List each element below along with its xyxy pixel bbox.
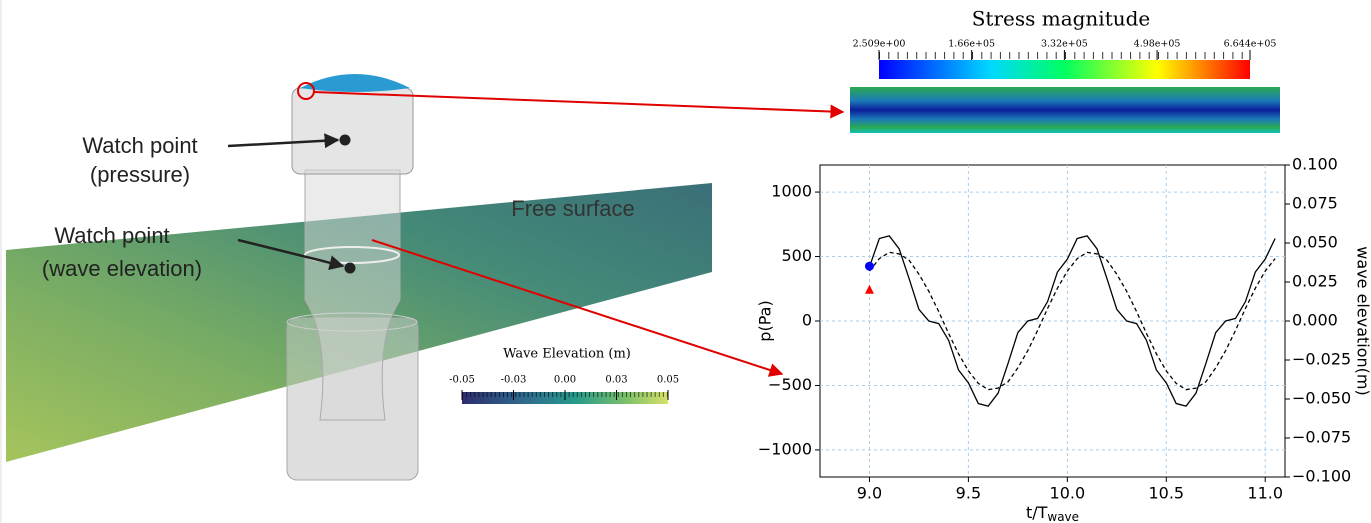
colorbar-tick-label: 4.98e+05 [1134,39,1181,50]
x-tick-label: 9.5 [956,484,981,503]
annotation: (pressure) [90,162,190,187]
y-tick-label: 500 [781,246,812,265]
y-tick-label: −500 [768,375,812,394]
colorbar-tick-label: 2.509e+00 [853,39,906,50]
annotation: (wave elevation) [42,256,202,281]
watch-arrow [227,133,340,149]
y2-tick-label: 0.025 [1292,272,1338,291]
cylinder-column [304,169,401,421]
colorbar-tick-label: 0.05 [657,375,679,386]
watch-dot [339,134,351,146]
highlight-ring [297,82,315,100]
y-axis-label: p(Pa) [756,300,775,341]
colorbar-title: Wave Elevation (m) [503,347,631,362]
annotation: Watch point [82,133,197,158]
colorbar-tick-label: 3.32e+05 [1041,39,1088,50]
y2-tick-label: −0.075 [1292,428,1351,447]
colorbar [879,60,1250,79]
colorbar-tick-label: 0.03 [605,375,627,386]
x-tick-label: 11.0 [1247,484,1283,503]
y2-tick-label: −0.050 [1292,389,1351,408]
y2-tick-label: −0.025 [1292,350,1351,369]
x-tick-label: 10.5 [1148,484,1184,503]
colorbar-tick-label: 0.00 [554,375,576,386]
annotation: Watch point [54,223,169,248]
colorbar-tick-label: 1.66e+05 [948,39,995,50]
watch-marker [864,284,874,294]
stress-field [850,87,1280,133]
line-series [868,235,1276,407]
x-axis-label-subscript: wave [1047,510,1079,523]
colorbar-title: Stress magnitude [972,7,1151,31]
pointer-arrow [371,239,784,377]
watch-marker [864,261,874,271]
cylinder-top [291,87,414,175]
cylinder-cap [300,74,410,92]
y-tick-label: 0 [802,311,812,330]
y2-tick-label: 0.050 [1292,233,1338,252]
colorbar-tick-label: -0.03 [501,375,527,386]
x-tick-label: 10.0 [1050,484,1086,503]
plot-frame [819,164,1286,478]
annotation: Free surface [511,196,635,221]
y-tick-label: 1000 [771,182,812,201]
y-tick-label: −1000 [758,439,812,458]
x-tick-label: 9.0 [857,484,882,503]
watch-dot [344,262,356,274]
y2-axis-label: wave elevation(m) [1354,246,1371,395]
y2-tick-label: 0.075 [1292,194,1338,213]
colorbar-tick-label: -0.05 [449,375,475,386]
y2-tick-label: −0.100 [1292,467,1351,486]
watch-arrow [237,238,345,271]
x-axis-label-main: t/T [1026,503,1048,522]
colorbar-tick-label: 6.644e+05 [1224,39,1277,50]
y2-tick-label: 0.100 [1292,155,1338,174]
pointer-arrow [313,91,845,119]
line-series [868,251,1276,391]
x-axis-label: t/Twave [1026,503,1079,523]
y2-tick-label: 0.000 [1292,311,1338,330]
